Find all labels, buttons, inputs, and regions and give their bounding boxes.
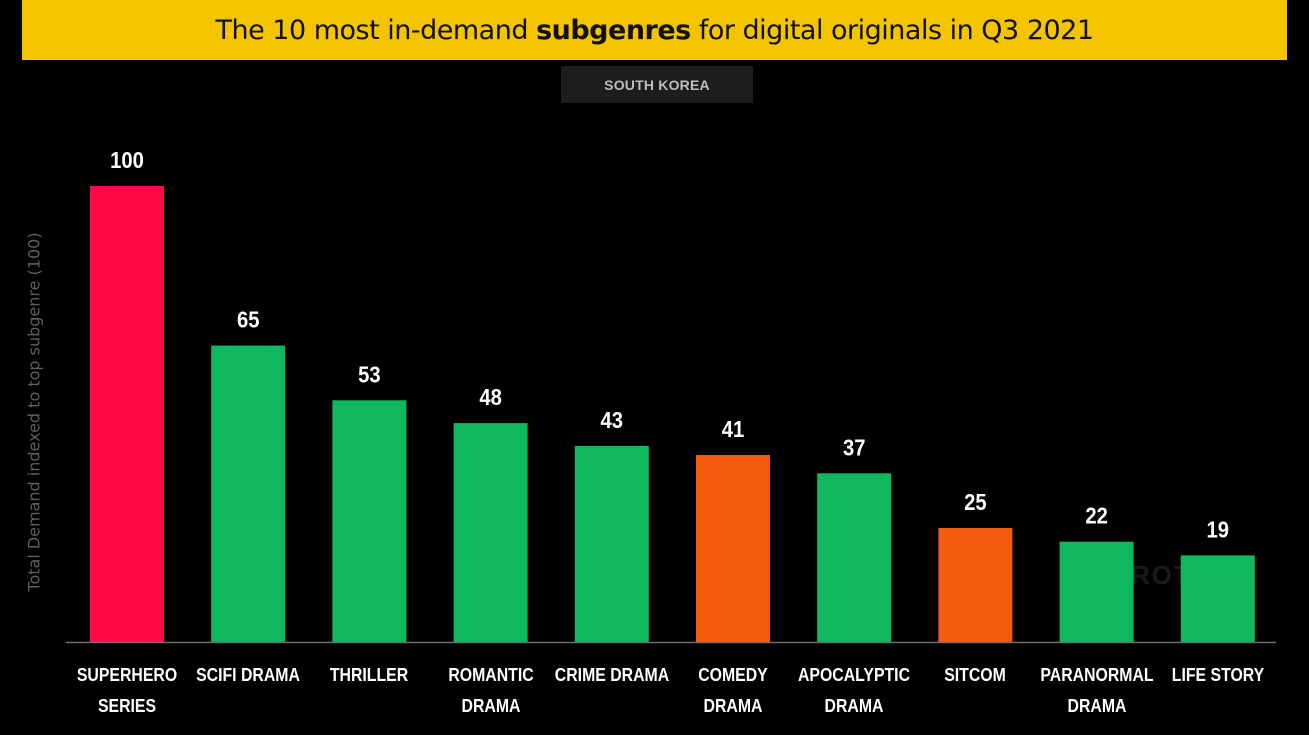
category-label-line: THRILLER	[330, 665, 409, 685]
chart-title: The 10 most in-demand subgenres for digi…	[215, 14, 1094, 46]
category-label-line: COMEDY	[698, 665, 768, 685]
value-label-comedy-drama: 41	[722, 416, 745, 443]
title-suffix: for digital originals in Q3 2021	[690, 14, 1094, 46]
category-label-line: SUPERHERO	[76, 665, 178, 685]
value-label-life-story: 19	[1207, 516, 1230, 543]
value-label-scifi-drama: 65	[237, 306, 260, 333]
category-label-line: SCIFI DRAMA	[196, 665, 301, 685]
value-label-superhero-series: 100	[110, 147, 144, 174]
value-label-paranormal-drama: 22	[1085, 502, 1108, 529]
category-label-line: ROMANTIC	[447, 665, 534, 685]
bar-life-story	[1180, 555, 1255, 642]
bar-scifi-drama	[211, 345, 286, 642]
bar-apocalyptic-drama	[817, 473, 892, 642]
category-label-comedy-drama: COMEDY DRAMA	[676, 660, 790, 722]
value-label-thriller: 53	[358, 361, 381, 388]
region-badge: SOUTH KOREA	[561, 66, 753, 103]
value-label-sitcom: 25	[964, 489, 987, 516]
category-label-line: DRAMA	[824, 696, 884, 716]
bar-paranormal-drama	[1059, 541, 1134, 642]
bar-comedy-drama	[696, 455, 770, 642]
category-label-crime-drama: CRIME DRAMA	[555, 660, 669, 691]
bar-romantic-drama	[453, 423, 528, 642]
category-label-romantic-drama: ROMANTIC DRAMA	[433, 660, 547, 722]
category-label-life-story: LIFE STORY	[1161, 660, 1275, 691]
category-label-line: DRAMA	[703, 696, 763, 716]
value-label-apocalyptic-drama: 37	[843, 434, 866, 461]
title-bold: subgenres	[536, 14, 691, 46]
category-label-superhero-series: SUPERHERO SERIES	[70, 660, 184, 722]
category-label-line: DRAMA	[461, 696, 521, 716]
value-label-crime-drama: 43	[601, 407, 624, 434]
category-label-paranormal-drama: PARANORMAL DRAMA	[1039, 660, 1153, 722]
category-label-line: SERIES	[97, 696, 157, 716]
bars-group	[90, 186, 1255, 642]
title-band: The 10 most in-demand subgenres for digi…	[22, 0, 1287, 60]
category-label-thriller: THRILLER	[312, 660, 426, 691]
category-label-line: DRAMA	[1067, 696, 1127, 716]
category-label-line: APOCALYPTIC	[798, 665, 911, 685]
value-labels-group: 100 65 53 48 43 41 37 25 22 19	[110, 147, 1229, 543]
bar-sitcom	[938, 528, 1013, 642]
bar-crime-drama	[574, 445, 649, 642]
category-label-sitcom: SITCOM	[918, 660, 1032, 691]
bar-superhero-series	[90, 186, 164, 642]
category-label-scifi-drama: SCIFI DRAMA	[191, 660, 305, 691]
title-prefix: The 10 most in-demand	[215, 14, 537, 46]
value-label-romantic-drama: 48	[479, 384, 502, 411]
category-label-apocalyptic-drama: APOCALYPTIC DRAMA	[797, 660, 911, 722]
category-label-line: PARANORMAL	[1039, 665, 1154, 685]
category-label-line: CRIME DRAMA	[554, 665, 669, 685]
category-label-line: SITCOM	[944, 665, 1007, 685]
category-label-line: LIFE STORY	[1171, 665, 1264, 685]
bar-thriller	[332, 400, 407, 642]
